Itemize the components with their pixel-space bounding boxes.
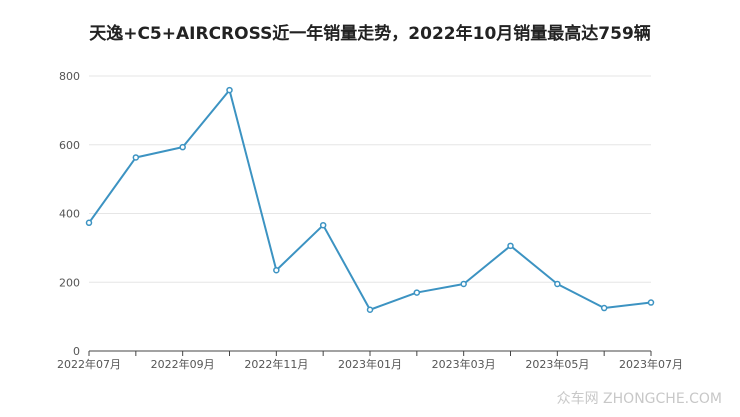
x-tick-label: 2022年09月 bbox=[151, 357, 215, 371]
data-point-2022年10月[interactable] bbox=[226, 86, 233, 94]
axes bbox=[88, 350, 652, 356]
grid-lines bbox=[89, 75, 651, 283]
y-tick-label-800: 800 bbox=[59, 70, 80, 83]
watermark-logo: 众车网 ZHONGCHE.COM bbox=[556, 391, 722, 407]
x-tick-label: 2023年07月 bbox=[619, 357, 683, 371]
data-points bbox=[85, 86, 655, 313]
x-tick-labels: 2022年07月 2022年09月 2022年11月 2023年01月 2023年03月… bbox=[57, 357, 683, 371]
x-tick-label: 2023年05月 bbox=[525, 357, 589, 371]
data-point-2023年02月[interactable] bbox=[413, 289, 421, 296]
data-point-2022年12月[interactable] bbox=[319, 221, 327, 229]
data-point-2023年03月[interactable] bbox=[460, 280, 467, 288]
data-point-2022年09月[interactable] bbox=[179, 143, 186, 151]
y-tick-label-400: 400 bbox=[59, 208, 80, 221]
y-tick-label-0: 0 bbox=[73, 345, 80, 358]
data-point-2022年11月[interactable] bbox=[273, 266, 280, 274]
data-point-2022年08月[interactable] bbox=[132, 154, 140, 161]
x-tick-label: 2023年01月 bbox=[338, 357, 402, 371]
chart-title: 天逸+C5+AIRCROSS近一年销量走势，2022年10月销量最高达759辆 bbox=[89, 24, 651, 44]
series-line-layer bbox=[88, 89, 652, 311]
y-tick-labels: 0 200 400 600 800 bbox=[59, 70, 80, 358]
data-point-2023年01月[interactable] bbox=[366, 306, 374, 313]
data-point-2023年05月[interactable] bbox=[554, 280, 561, 288]
series-line bbox=[88, 89, 652, 311]
data-point-2022年07月[interactable] bbox=[85, 219, 93, 227]
data-point-2023年04月[interactable] bbox=[507, 242, 514, 250]
x-tick-label: 2022年07月 bbox=[57, 357, 121, 371]
data-point-2023年07月[interactable] bbox=[647, 299, 655, 306]
y-tick-label-600: 600 bbox=[59, 139, 80, 152]
y-tick-label-200: 200 bbox=[59, 276, 80, 289]
data-point-2023年06月[interactable] bbox=[600, 304, 608, 312]
x-tick-label: 2022年11月 bbox=[244, 357, 308, 371]
x-tick-label: 2023年03月 bbox=[432, 357, 496, 371]
